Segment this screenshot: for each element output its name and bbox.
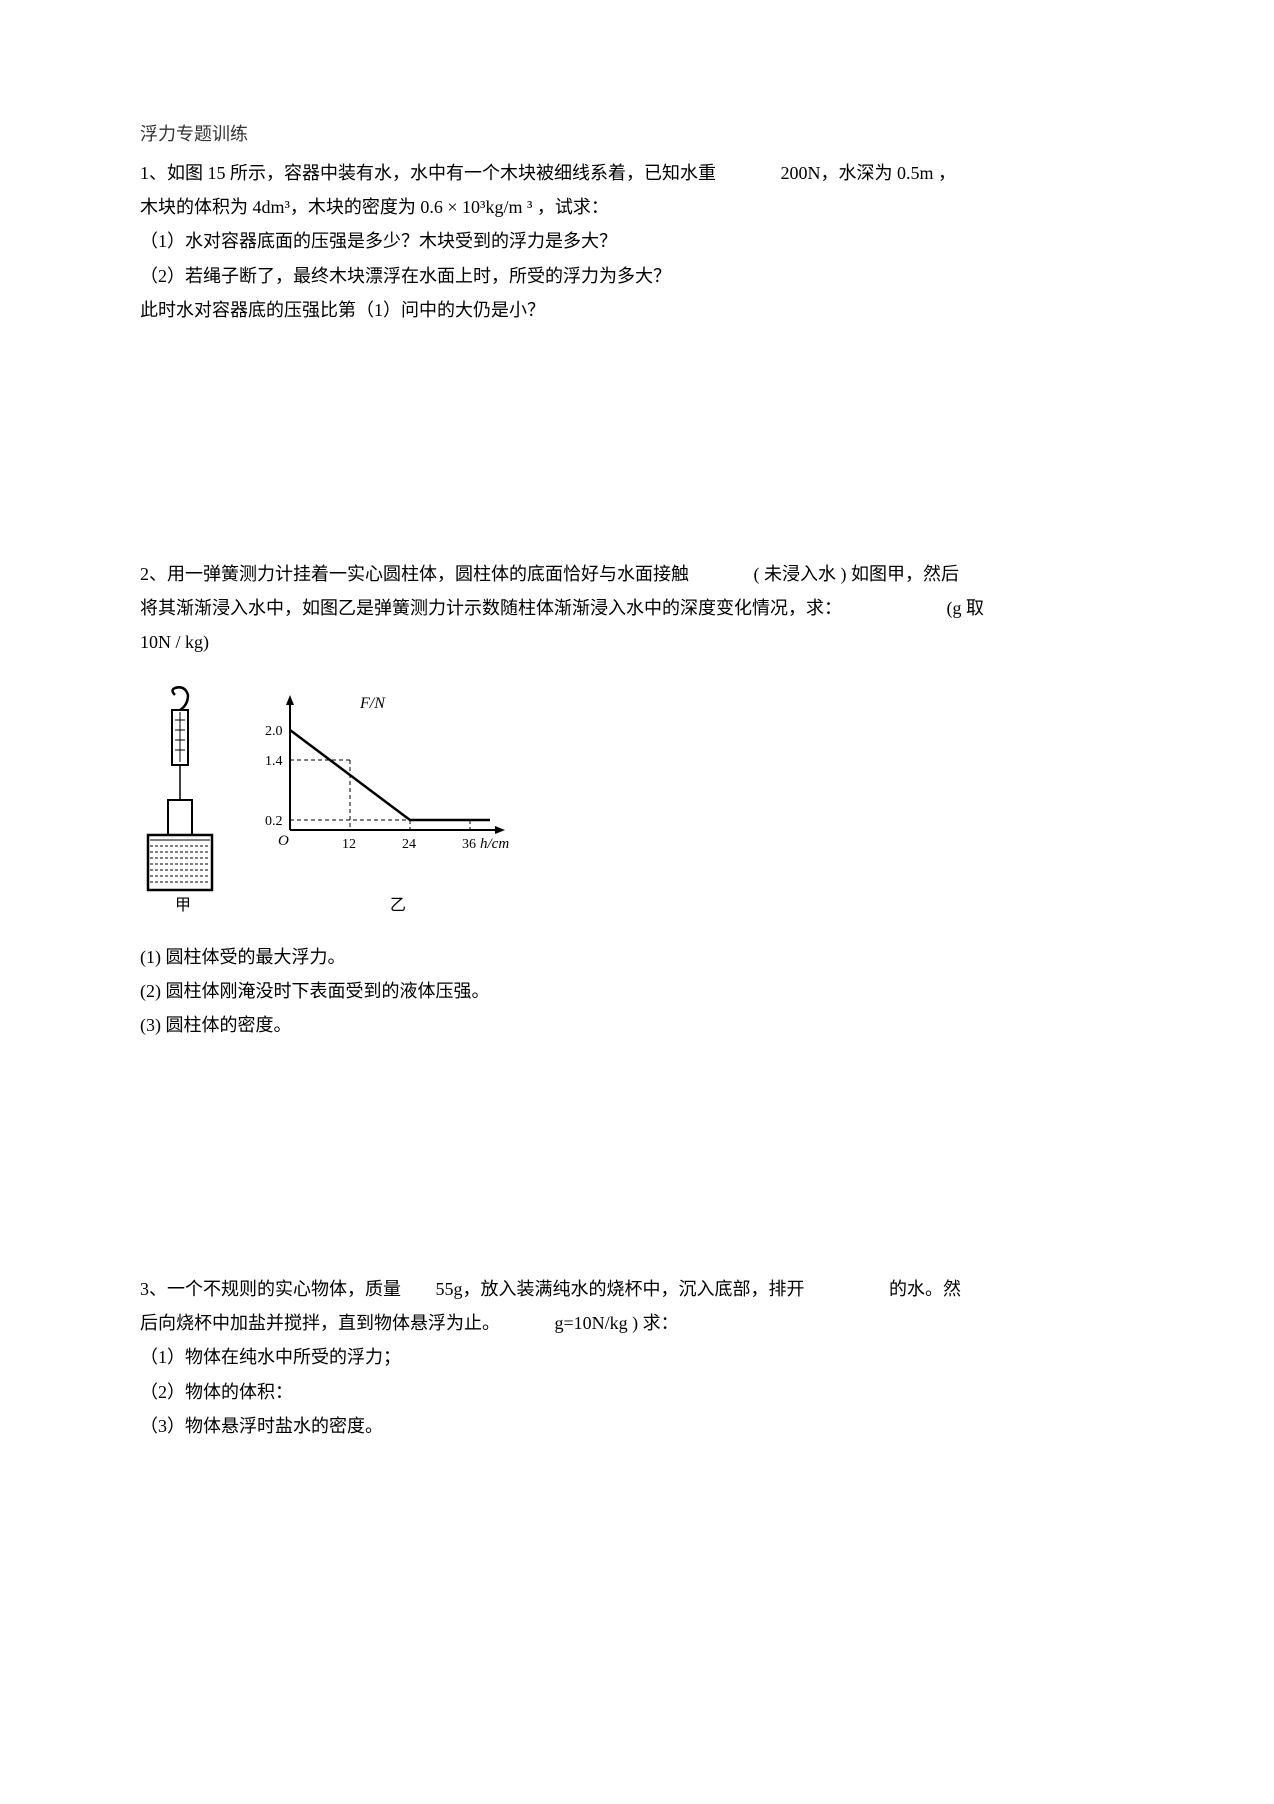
p2-sub2: (2) 圆柱体刚淹没时下表面受到的液体压强。 xyxy=(140,974,1134,1008)
p2-subquestions: (1) 圆柱体受的最大浮力。 (2) 圆柱体刚淹没时下表面受到的液体压强。 (3… xyxy=(140,940,1134,1043)
p3-line1-c: 的水。然 xyxy=(889,1279,961,1299)
y-axis-label: F/N xyxy=(359,695,386,712)
problem-2-text: 2、用一弹簧测力计挂着一实心圆柱体，圆柱体的底面恰好与水面接触 ( 未浸入水 )… xyxy=(140,557,1134,660)
p1-q1: （1）水对容器底面的压强是多少？木块受到的浮力是多大？ xyxy=(140,224,1134,258)
spacer-2 xyxy=(140,1072,1134,1272)
p3-q1: （1）物体在纯水中所受的浮力； xyxy=(140,1340,1134,1374)
p3-line2-b: g=10N/kg ) 求： xyxy=(555,1313,679,1333)
p2-sub3: (3) 圆柱体的密度。 xyxy=(140,1008,1134,1042)
p2-line2: 将其渐渐浸入水中，如图乙是弹簧测力计示数随柱体渐渐浸入水中的深度变化情况，求： … xyxy=(140,591,1134,625)
p3-q3: （3）物体悬浮时盐水的密度。 xyxy=(140,1409,1134,1443)
p2-line3: 10N / kg) xyxy=(140,625,1134,659)
ytick-2: 0.2 xyxy=(265,814,283,829)
p2-line1-b: ( 未浸入水 ) 如图甲，然后 xyxy=(754,564,960,584)
problem-1: 1、如图 15 所示，容器中装有水，水中有一个木块被细线系着，已知水重 200N… xyxy=(140,156,1134,327)
xtick-1: 24 xyxy=(402,837,416,852)
p3-line1-a: 3、一个不规则的实心物体，质量 xyxy=(140,1279,401,1299)
p2-sub1: (1) 圆柱体受的最大浮力。 xyxy=(140,940,1134,974)
chart-container: 甲 F/N h/cm O 2.0 1.4 0.2 12 xyxy=(140,680,540,930)
p1-line1: 1、如图 15 所示，容器中装有水，水中有一个木块被细线系着，已知水重 200N… xyxy=(140,156,1134,190)
p3-q2: （2）物体的体积： xyxy=(140,1375,1134,1409)
p3-line1-b: 55g，放入装满纯水的烧杯中，沉入底部，排开 xyxy=(436,1279,805,1299)
spacer-1 xyxy=(140,357,1134,557)
problem-3: 3、一个不规则的实心物体，质量 55g，放入装满纯水的烧杯中，沉入底部，排开 的… xyxy=(140,1272,1134,1443)
ytick-1: 1.4 xyxy=(265,754,283,769)
graph-group: F/N h/cm O 2.0 1.4 0.2 12 24 36 xyxy=(265,695,509,852)
p2-line1: 2、用一弹簧测力计挂着一实心圆柱体，圆柱体的底面恰好与水面接触 ( 未浸入水 )… xyxy=(140,557,1134,591)
problem-1-text: 1、如图 15 所示，容器中装有水，水中有一个木块被细线系着，已知水重 200N… xyxy=(140,156,1134,327)
p1-q3: 此时水对容器底的压强比第（1）问中的大仍是小？ xyxy=(140,293,1134,327)
x-axis-label: h/cm xyxy=(480,836,509,852)
origin-label: O xyxy=(278,833,289,849)
chart-svg: 甲 F/N h/cm O 2.0 1.4 0.2 12 xyxy=(140,680,540,930)
p2-line2-b: (g 取 xyxy=(947,598,985,618)
p3-line2-a: 后向烧杯中加盐并搅拌，直到物体悬浮为止。 xyxy=(140,1313,500,1333)
p1-q2: （2）若绳子断了，最终木块漂浮在水面上时，所受的浮力为多大？ xyxy=(140,259,1134,293)
ytick-0: 2.0 xyxy=(265,724,283,739)
p3-line1: 3、一个不规则的实心物体，质量 55g，放入装满纯水的烧杯中，沉入底部，排开 的… xyxy=(140,1272,1134,1306)
p1-line2: 木块的体积为 4dm³，木块的密度为 0.6 × 10³kg/m ³ ，试求： xyxy=(140,190,1134,224)
problem-2: 2、用一弹簧测力计挂着一实心圆柱体，圆柱体的底面恰好与水面接触 ( 未浸入水 )… xyxy=(140,557,1134,1042)
caption-left: 甲 xyxy=(175,897,191,914)
p2-line2-a: 将其渐渐浸入水中，如图乙是弹簧测力计示数随柱体渐渐浸入水中的深度变化情况，求： xyxy=(140,598,842,618)
p1-line1-b: 200N，水深为 0.5m ， xyxy=(781,163,957,183)
page-title: 浮力专题训练 xyxy=(140,120,1134,146)
p1-line1-a: 1、如图 15 所示，容器中装有水，水中有一个木块被细线系着，已知水重 xyxy=(140,163,716,183)
caption-right: 乙 xyxy=(390,897,406,914)
apparatus-icon xyxy=(148,687,212,890)
problem-3-text: 3、一个不规则的实心物体，质量 55g，放入装满纯水的烧杯中，沉入底部，排开 的… xyxy=(140,1272,1134,1443)
p2-line1-a: 2、用一弹簧测力计挂着一实心圆柱体，圆柱体的底面恰好与水面接触 xyxy=(140,564,689,584)
xtick-0: 12 xyxy=(342,837,356,852)
p3-line2: 后向烧杯中加盐并搅拌，直到物体悬浮为止。 g=10N/kg ) 求： xyxy=(140,1306,1134,1340)
xtick-2: 36 xyxy=(462,837,476,852)
